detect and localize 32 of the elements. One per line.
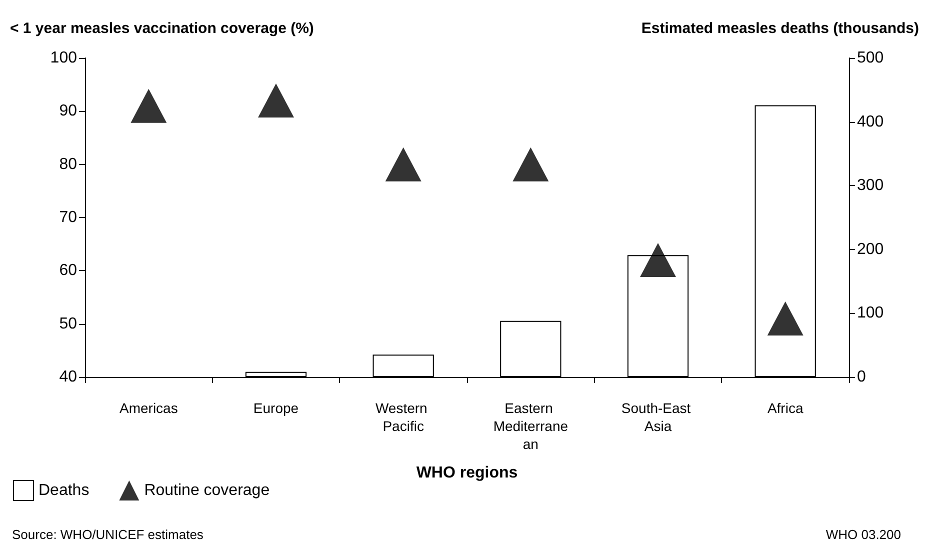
y2-tick-label: 0 (857, 368, 866, 386)
point (767, 302, 804, 336)
y-tick-label: 40 (59, 368, 78, 386)
point (385, 147, 422, 182)
x-tick-label: Eastern Mediterranean (493, 400, 568, 452)
x-tick-label: Western Pacific (375, 400, 432, 434)
y2-tick-label: 100 (857, 304, 884, 322)
y2-tick-label: 400 (857, 113, 884, 130)
y-tick-label: 90 (59, 102, 78, 120)
point (258, 84, 294, 118)
y2-axis-title: Estimated measles deaths (thousands) (641, 20, 919, 37)
x-axis-title: WHO regions (416, 464, 518, 482)
x-tick-label: Africa (767, 400, 804, 416)
y2-tick-label: 200 (857, 240, 884, 258)
y-tick-label: 50 (59, 315, 78, 332)
y-tick-label: 60 (59, 262, 78, 280)
y2-tick-label: 500 (857, 50, 884, 66)
y-axis-title: < 1 year measles vaccination coverage (%) (10, 20, 314, 37)
point (640, 243, 676, 278)
source-note: Source: WHO/UNICEF estimates (12, 527, 204, 542)
text: WHO 03.200 (826, 527, 902, 542)
y-tick-label: 100 (50, 50, 78, 66)
point (512, 147, 549, 182)
x-tick-label: South-East Asia (621, 400, 695, 434)
point (130, 88, 167, 123)
y-tick-label: 80 (59, 156, 78, 173)
x-tick-label: Europe (253, 400, 299, 416)
y2-tick-label: 300 (857, 177, 884, 194)
legend-label: Routine coverage (144, 482, 270, 499)
y-tick-label: 70 (59, 209, 78, 226)
legend-label: Deaths (38, 482, 90, 499)
x-tick-label: Americas (119, 400, 178, 416)
